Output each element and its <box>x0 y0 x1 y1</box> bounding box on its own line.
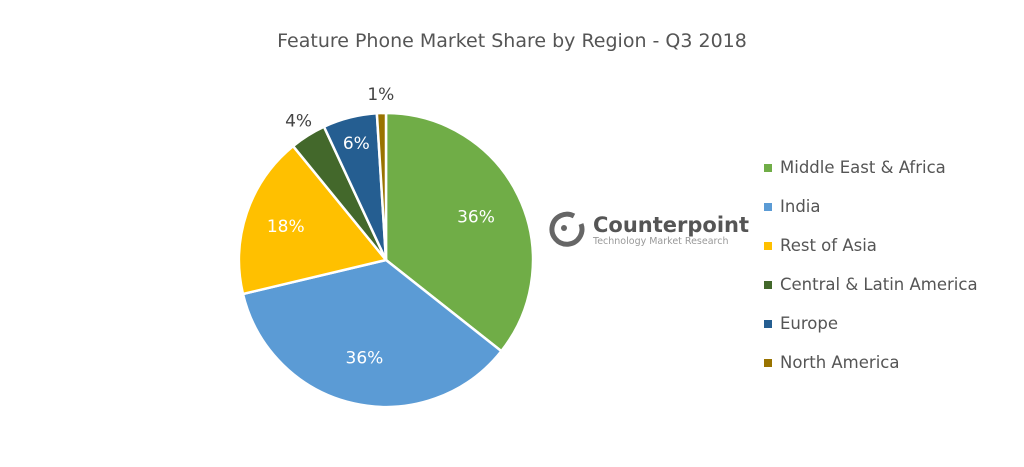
legend-label: Central & Latin America <box>780 275 978 294</box>
legend-item: North America <box>764 343 978 382</box>
logo-name: Counterpoint <box>593 212 750 237</box>
legend-label: India <box>780 197 821 216</box>
legend-item: India <box>764 187 978 226</box>
legend-item: Middle East & Africa <box>764 148 978 187</box>
data-label: 4% <box>285 111 312 131</box>
legend-swatch <box>764 241 772 250</box>
data-label: 18% <box>267 217 305 237</box>
legend-swatch <box>764 358 772 367</box>
counterpoint-logo-icon <box>549 211 585 247</box>
pie-slice-middle-east-africa <box>384 111 535 353</box>
legend-label: North America <box>780 353 900 372</box>
legend-item: Central & Latin America <box>764 265 978 304</box>
legend-swatch <box>764 280 772 289</box>
legend-swatch <box>764 319 772 328</box>
legend-item: Rest of Asia <box>764 226 978 265</box>
legend-swatch <box>764 163 772 172</box>
pie-slice-india <box>241 258 504 409</box>
legend-label: Rest of Asia <box>780 236 877 255</box>
legend-swatch <box>764 202 772 211</box>
data-label: 6% <box>343 134 370 154</box>
legend-item: Europe <box>764 304 978 343</box>
data-label: 1% <box>367 85 394 105</box>
legend-label: Middle East & Africa <box>780 158 946 177</box>
counterpoint-logo: Counterpoint Technology Market Research <box>548 210 749 250</box>
data-label: 36% <box>346 349 384 369</box>
pie-slice-rest-of-asia <box>237 144 389 296</box>
pie-slice-north-america <box>375 111 388 261</box>
chart-title: Feature Phone Market Share by Region - Q… <box>277 30 747 52</box>
legend: Middle East & Africa India Rest of Asia Cen… <box>764 148 978 382</box>
data-label: 36% <box>457 207 495 227</box>
legend-label: Europe <box>780 314 839 333</box>
logo-tagline: Technology Market Research <box>593 235 729 247</box>
